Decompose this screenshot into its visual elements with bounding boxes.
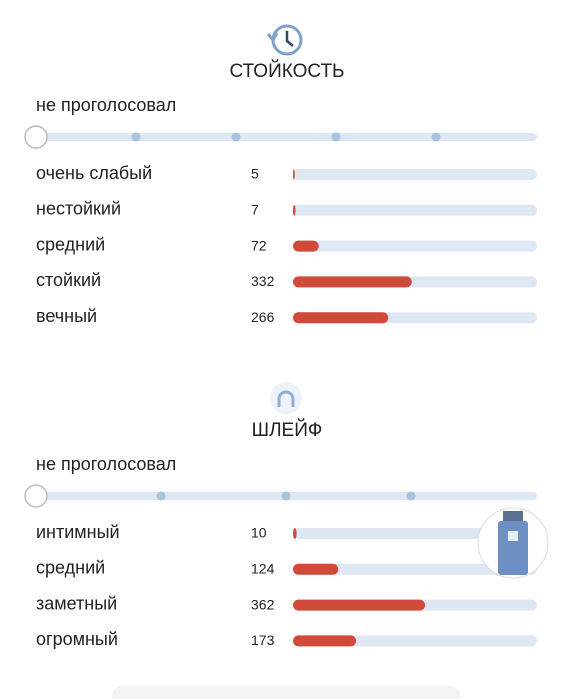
option-label: средний xyxy=(36,558,105,578)
vote-count: 7 xyxy=(251,202,259,218)
vote-count: 72 xyxy=(251,237,267,253)
vote-status: не проголосовал xyxy=(36,454,176,474)
option-label: стойкий xyxy=(36,270,101,290)
bar-track xyxy=(293,240,537,252)
clock-icon xyxy=(266,24,303,56)
option-label: вечный xyxy=(36,306,97,326)
section-title: ШЛЕЙФ xyxy=(252,419,323,441)
section-title: СТОЙКОСТЬ xyxy=(229,60,344,82)
option-label: нестойкий xyxy=(36,199,121,219)
bar-track xyxy=(293,528,537,539)
bar xyxy=(293,599,426,611)
bar xyxy=(293,528,297,539)
bar xyxy=(293,312,389,324)
bar xyxy=(293,635,357,647)
sillage-icon xyxy=(270,382,302,414)
vote-count: 266 xyxy=(251,309,275,325)
option-label: интимный xyxy=(36,522,120,542)
slider[interactable] xyxy=(24,484,537,508)
bar xyxy=(293,204,296,216)
bar-track xyxy=(293,204,537,216)
vote-count: 10 xyxy=(251,525,267,541)
bar-track xyxy=(293,563,537,575)
option-label: средний xyxy=(36,234,105,254)
bar xyxy=(293,169,295,180)
option-label: заметный xyxy=(36,593,117,613)
bottom-button[interactable] xyxy=(112,686,460,699)
perfume-thumbnail[interactable] xyxy=(477,507,549,579)
bar-track xyxy=(293,169,537,180)
vote-count: 332 xyxy=(251,273,275,289)
vote-count: 173 xyxy=(251,632,275,648)
option-label: огромный xyxy=(36,629,118,649)
vote-count: 124 xyxy=(251,561,275,577)
bar xyxy=(293,563,339,575)
bar xyxy=(293,276,412,288)
option-label: очень слабый xyxy=(36,163,152,183)
vote-count: 362 xyxy=(251,596,275,612)
vote-status: не проголосовал xyxy=(36,95,176,115)
vote-count: 5 xyxy=(251,166,259,182)
slider[interactable] xyxy=(24,125,537,149)
bar xyxy=(293,240,319,252)
